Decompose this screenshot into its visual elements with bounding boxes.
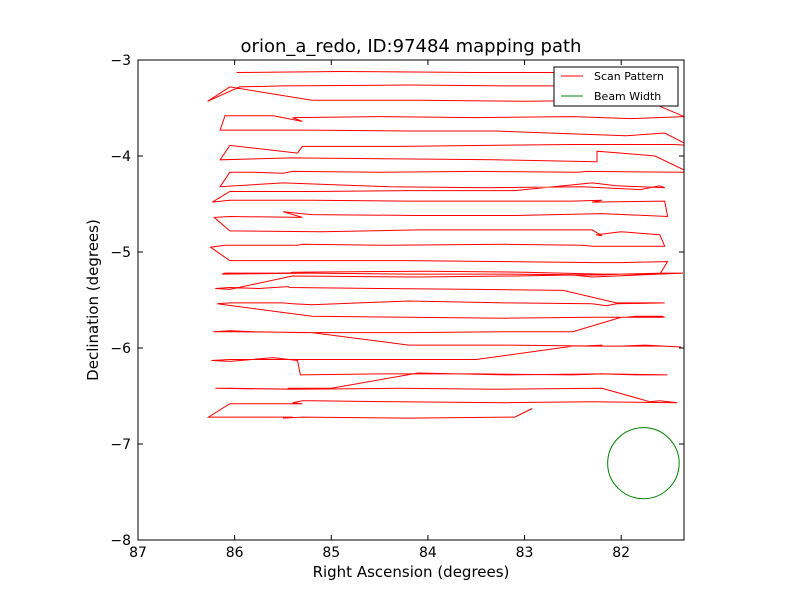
y-tick-label: −5	[110, 245, 131, 261]
series-layer	[206, 70, 684, 500]
y-tick-label: −4	[110, 149, 131, 165]
y-tick-label: −7	[110, 437, 131, 453]
y-tick-label: −3	[110, 53, 131, 69]
x-tick-label: 87	[129, 545, 147, 561]
plot-frame	[137, 59, 685, 541]
y-axis-label: Declination (degrees)	[84, 219, 102, 381]
legend-label-beam-width: Beam Width	[594, 90, 661, 103]
x-axis-label: Right Ascension (degrees)	[313, 563, 510, 581]
x-tick-label: 86	[226, 545, 244, 561]
scan-pattern-line	[206, 70, 684, 419]
x-tick-label: 85	[322, 545, 340, 561]
chart-title: orion_a_redo, ID:97484 mapping path	[241, 36, 582, 57]
x-tick-label: 84	[419, 545, 437, 561]
ticks-layer: 87 86 85 84 83 82 −3 −4 −5 −6 −7 −8	[110, 53, 684, 561]
x-tick-label: 82	[612, 545, 630, 561]
y-tick-label: −8	[110, 533, 131, 549]
legend: Scan Pattern Beam Width	[553, 66, 679, 107]
legend-box	[553, 66, 679, 107]
y-tick-label: −6	[110, 341, 131, 357]
legend-label-scan-pattern: Scan Pattern	[594, 70, 664, 83]
beam-width-circle	[607, 427, 680, 500]
x-tick-label: 83	[516, 545, 534, 561]
